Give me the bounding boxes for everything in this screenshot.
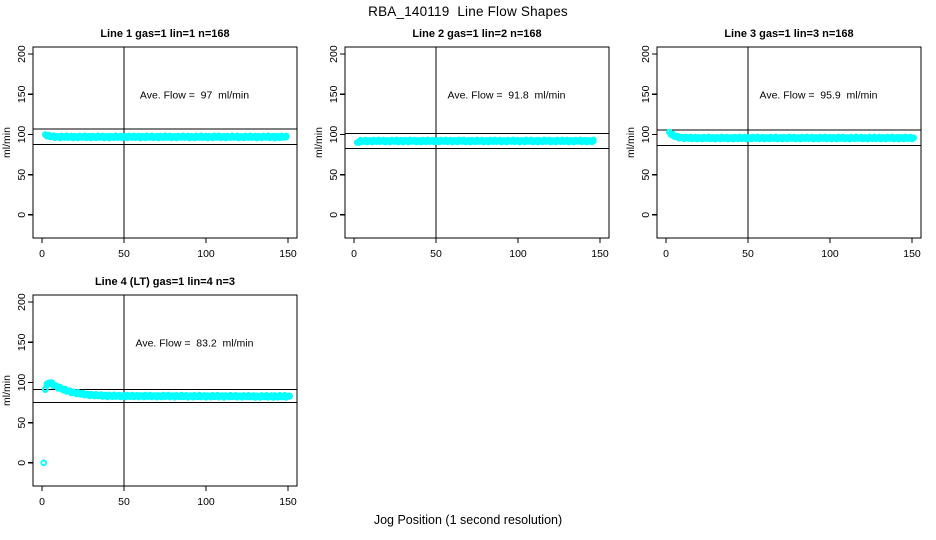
data-points: [353, 136, 597, 146]
panel-svg: 0 50 100 150 0 50 100 150 200 Line 3 gas=1 lin=3 …: [625, 28, 922, 260]
svg-text:50: 50: [16, 169, 28, 181]
svg-text:0: 0: [16, 460, 28, 466]
svg-text:100: 100: [640, 126, 652, 144]
panel-title: Line 3 gas=1 lin=3 n=168: [724, 28, 853, 40]
svg-text:150: 150: [279, 496, 297, 508]
axis-ticks: [652, 53, 913, 243]
svg-text:150: 150: [591, 248, 609, 260]
svg-text:100: 100: [197, 496, 215, 508]
panel-line-1: 0 50 100 150 0 50 100 150 200 Line 1 gas=1 lin=1 …: [0, 24, 312, 272]
ave-flow-annotation: Ave. Flow = 83.2 ml/min: [136, 337, 254, 349]
axis-ticks: [28, 53, 289, 243]
svg-text:100: 100: [16, 374, 28, 392]
panel-line-2: 0 50 100 150 0 50 100 150 200 Line 2 gas=1 lin=2 …: [312, 24, 624, 272]
svg-text:0: 0: [16, 212, 28, 218]
svg-text:150: 150: [16, 333, 28, 351]
plot-box: [32, 46, 298, 239]
svg-text:200: 200: [640, 45, 652, 63]
svg-text:0: 0: [39, 496, 45, 508]
axis-tick-labels: 0 50 100 150 0 50 100 150 200: [16, 293, 297, 508]
panel-svg: 0 50 100 150 0 50 100 150 200 Line 1 gas=1 lin=1 …: [1, 28, 298, 260]
y-axis-label: ml/min: [313, 127, 325, 158]
svg-text:100: 100: [197, 248, 215, 260]
svg-text:0: 0: [663, 248, 669, 260]
x-axis-label: Jog Position (1 second resolution): [373, 513, 563, 527]
panel-title: Line 1 gas=1 lin=1 n=168: [100, 28, 229, 40]
svg-text:50: 50: [640, 169, 652, 181]
svg-text:150: 150: [328, 85, 340, 103]
svg-text:150: 150: [16, 85, 28, 103]
data-points: [40, 379, 293, 467]
panel-title: Line 2 gas=1 lin=2 n=168: [412, 28, 541, 40]
ave-flow-annotation: Ave. Flow = 95.9 ml/min: [760, 89, 878, 101]
plot-box: [344, 46, 610, 239]
svg-text:50: 50: [118, 248, 130, 260]
plot-box: [32, 294, 298, 487]
panel-line-3: 0 50 100 150 0 50 100 150 200 Line 3 gas=1 lin=3 …: [624, 24, 936, 272]
svg-text:150: 150: [279, 248, 297, 260]
axis-tick-labels: 0 50 100 150 0 50 100 150 200: [328, 45, 609, 260]
svg-text:150: 150: [640, 85, 652, 103]
svg-text:0: 0: [328, 212, 340, 218]
reference-lines: [657, 47, 921, 238]
plot-box: [656, 46, 922, 239]
data-points: [41, 131, 290, 142]
svg-text:200: 200: [16, 293, 28, 311]
ave-flow-annotation: Ave. Flow = 91.8 ml/min: [448, 89, 566, 101]
svg-text:0: 0: [640, 212, 652, 218]
svg-text:200: 200: [328, 45, 340, 63]
svg-text:100: 100: [16, 126, 28, 144]
figure-title: RBA_140119 Line Flow Shapes: [368, 4, 568, 19]
svg-text:50: 50: [16, 417, 28, 429]
svg-text:100: 100: [821, 248, 839, 260]
panel-line-4: 0 50 100 150 0 50 100 150 200 Line 4 (LT) gas=1 l…: [0, 272, 312, 520]
y-axis-label: ml/min: [1, 375, 13, 406]
svg-text:150: 150: [903, 248, 921, 260]
axis-ticks: [340, 53, 601, 243]
panel-title: Line 4 (LT) gas=1 lin=4 n=3: [95, 276, 235, 288]
svg-text:50: 50: [118, 496, 130, 508]
panel-svg: 0 50 100 150 0 50 100 150 200 Line 4 (LT) gas=1 l…: [1, 276, 298, 508]
svg-text:200: 200: [16, 45, 28, 63]
ave-flow-annotation: Ave. Flow = 97 ml/min: [140, 89, 249, 101]
svg-text:50: 50: [742, 248, 754, 260]
y-axis-label: ml/min: [1, 127, 13, 158]
svg-text:50: 50: [430, 248, 442, 260]
axis-tick-labels: 0 50 100 150 0 50 100 150 200: [16, 45, 297, 260]
svg-text:0: 0: [351, 248, 357, 260]
svg-text:100: 100: [509, 248, 527, 260]
axis-tick-labels: 0 50 100 150 0 50 100 150 200: [640, 45, 921, 260]
panel-svg: 0 50 100 150 0 50 100 150 200 Line 2 gas=1 lin=2 …: [313, 28, 610, 260]
svg-text:0: 0: [39, 248, 45, 260]
svg-text:100: 100: [328, 126, 340, 144]
y-axis-label: ml/min: [625, 127, 637, 158]
axis-ticks: [28, 301, 289, 491]
reference-lines: [33, 47, 297, 238]
data-points: [665, 128, 917, 143]
svg-text:50: 50: [328, 169, 340, 181]
